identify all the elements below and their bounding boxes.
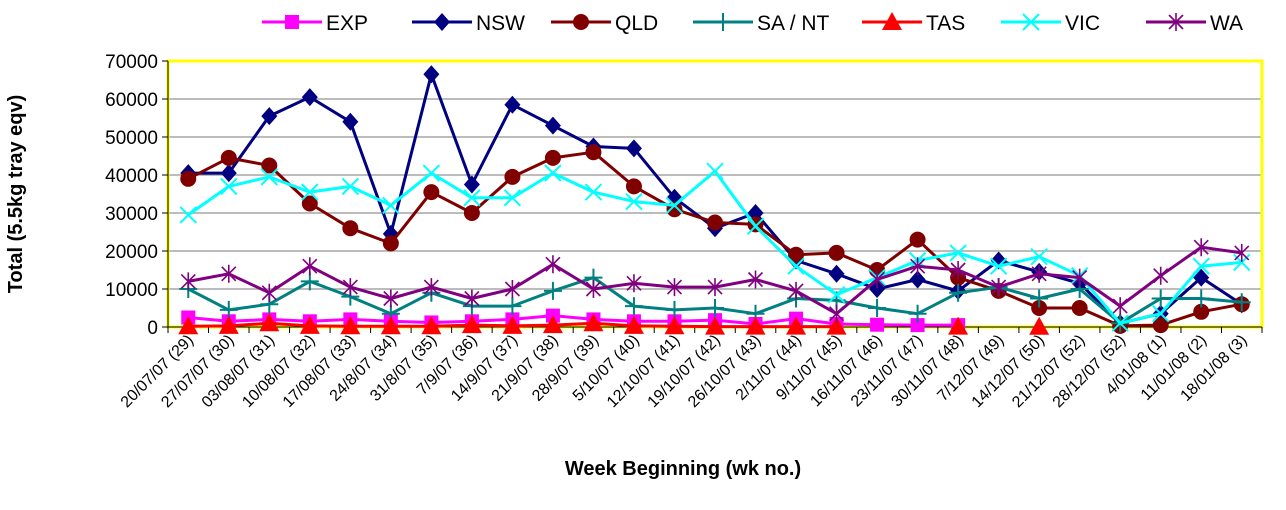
legend-marker — [714, 13, 732, 31]
data-point-qld — [707, 215, 723, 231]
legend-label: WA — [1210, 12, 1243, 35]
legend-label: NSW — [476, 12, 525, 35]
data-point-nsw — [302, 88, 318, 106]
data-point-qld — [383, 235, 399, 251]
data-point-sa-nt — [625, 297, 643, 315]
data-point-qld — [626, 178, 642, 194]
data-point-nsw — [423, 65, 439, 83]
data-point-nsw — [545, 117, 561, 135]
x-axis-ticks: 20/07/07 (29)27/07/07 (30)03/08/07 (31)1… — [118, 327, 1262, 411]
legend-label: SA / NT — [757, 12, 830, 35]
legend-marker — [434, 13, 450, 31]
data-point-vic — [545, 165, 561, 181]
data-point-wa — [262, 284, 276, 302]
legend-label: VIC — [1065, 12, 1100, 35]
data-point-qld — [464, 205, 480, 221]
legend-item-nsw: NSW — [412, 12, 525, 35]
data-point-wa — [1154, 267, 1168, 285]
data-point-qld — [423, 184, 439, 200]
gridlines — [168, 99, 1262, 289]
x-axis-title: Week Beginning (wk no.) — [565, 458, 801, 480]
legend-item-tas: TAS — [862, 12, 965, 35]
y-tick-label: 70000 — [105, 52, 158, 73]
y-tick-label: 60000 — [105, 90, 158, 111]
data-point-qld — [545, 150, 561, 166]
data-point-nsw — [829, 265, 845, 283]
y-tick-label: 30000 — [105, 204, 158, 225]
legend-marker — [285, 15, 299, 29]
data-point-qld — [504, 169, 520, 185]
legend-marker — [573, 14, 589, 30]
data-point-wa — [546, 255, 560, 273]
data-point-sa-nt — [868, 299, 886, 317]
data-point-nsw — [342, 113, 358, 131]
legend-item-wa: WA — [1146, 12, 1243, 35]
data-point-vic — [707, 163, 723, 179]
legend: EXP NSW QLD SA / NT TAS VIC WA — [262, 12, 1243, 35]
data-point-qld — [585, 144, 601, 160]
legend-item-qld: QLD — [551, 12, 658, 35]
y-tick-label: 20000 — [105, 242, 158, 263]
data-point-vic — [423, 165, 439, 181]
data-point-qld — [180, 171, 196, 187]
data-point-sa-nt — [1192, 290, 1210, 308]
legend-label: EXP — [326, 12, 368, 35]
data-point-qld — [1072, 300, 1088, 316]
data-point-vic — [180, 207, 196, 223]
y-axis-ticks: 0 10000 20000 30000 40000 50000 60000 70000 — [105, 52, 168, 339]
legend-item-sa-nt: SA / NT — [693, 12, 830, 35]
data-point-vic — [383, 197, 399, 213]
legend-label: TAS — [926, 12, 965, 35]
data-point-qld — [910, 232, 926, 248]
series-group — [178, 65, 1250, 335]
data-point-exp — [870, 318, 884, 332]
legend-item-vic: VIC — [1001, 12, 1100, 35]
data-point-qld — [342, 220, 358, 236]
y-tick-label: 50000 — [105, 128, 158, 149]
y-tick-label: 40000 — [105, 166, 158, 187]
data-point-sa-nt — [544, 282, 562, 300]
legend-item-exp: EXP — [262, 12, 368, 35]
y-tick-label: 0 — [147, 318, 158, 339]
data-point-wa — [1113, 297, 1127, 315]
data-point-qld — [829, 245, 845, 261]
data-point-qld — [221, 150, 237, 166]
y-axis-title: Total (5.5kg tray eqv) — [5, 95, 27, 294]
y-tick-label: 10000 — [105, 280, 158, 301]
legend-label: QLD — [615, 12, 658, 35]
data-point-wa — [303, 257, 317, 275]
